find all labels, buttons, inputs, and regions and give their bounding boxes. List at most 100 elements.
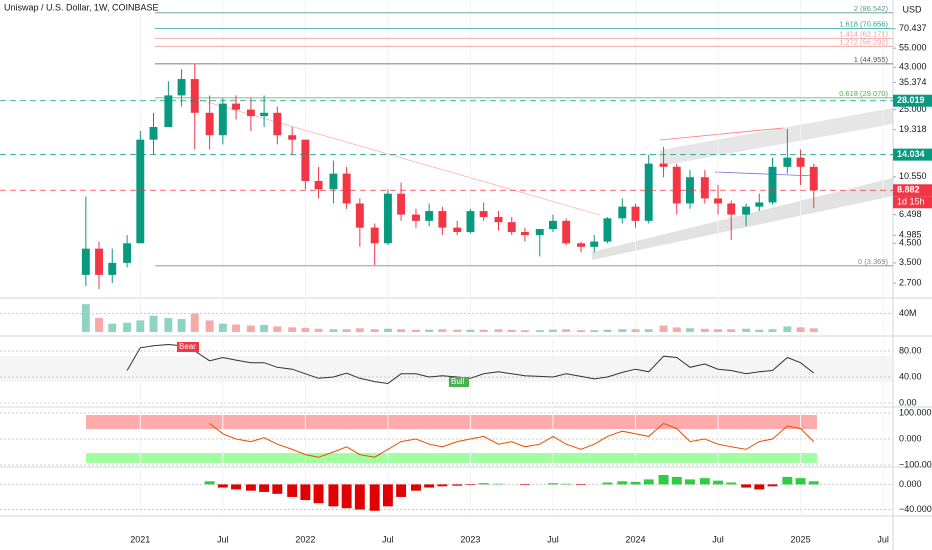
volume-bar — [246, 325, 255, 332]
candle-body — [301, 139, 310, 182]
y-tick-label: 6.498 — [899, 209, 922, 219]
trend-line — [199, 99, 601, 216]
channel — [592, 178, 893, 260]
momentum-bar — [617, 481, 628, 485]
volume-bar — [577, 330, 585, 332]
candle-body — [768, 166, 777, 203]
currency: USD — [902, 4, 922, 14]
candle-body — [796, 157, 805, 167]
candle-body — [659, 163, 668, 167]
y-tick-label: 19.318 — [899, 124, 927, 134]
volume-bar — [123, 322, 132, 332]
y-tick-label: 43.000 — [899, 62, 927, 72]
candle-body — [397, 193, 406, 215]
candle-body — [742, 206, 751, 215]
volume-bar — [232, 324, 241, 332]
volume-bar — [549, 329, 557, 332]
momentum-bar — [576, 484, 586, 486]
momentum-bar — [741, 484, 752, 488]
fib-label: 1.618 (70.656) — [839, 20, 888, 29]
x-tick-label: Jul — [877, 534, 889, 544]
candle-body — [246, 109, 255, 117]
x-tick-label: 2025 — [791, 534, 811, 544]
y-tick-label: 100.000 — [899, 407, 932, 417]
trend-line — [714, 171, 816, 177]
volume-bar — [314, 328, 323, 332]
volume-bar — [288, 327, 297, 332]
volume-bar — [590, 330, 599, 332]
x-tick-label: 2024 — [625, 534, 645, 544]
candle-body — [479, 211, 488, 218]
price-badge-label: 28.019 — [897, 95, 925, 105]
y-tick-label: 3.500 — [899, 257, 922, 267]
volume-bar — [796, 327, 805, 332]
candle-body — [672, 166, 681, 204]
fib-label: 0 (3.369) — [858, 257, 889, 266]
volume-bar — [644, 329, 653, 332]
fib-label: 2 (86.542) — [854, 4, 889, 13]
candle-body — [342, 173, 351, 204]
momentum-bar — [396, 484, 407, 497]
candle-body — [273, 112, 282, 136]
momentum-bar — [300, 484, 311, 501]
y-tick-label: 35.374 — [899, 77, 927, 87]
momentum-bar — [204, 481, 215, 485]
volume-bar — [438, 329, 447, 332]
momentum-bar — [754, 484, 765, 490]
volume-bar — [494, 329, 503, 332]
y-tick-label: 40M — [899, 308, 917, 318]
candle-body — [260, 112, 269, 117]
momentum-bar — [767, 484, 778, 487]
countdown-badge — [893, 196, 932, 209]
candle-body — [631, 206, 640, 221]
volume-bar — [108, 323, 117, 332]
momentum-bar — [465, 484, 476, 486]
trend-line — [659, 127, 784, 141]
momentum-bar — [658, 475, 669, 485]
candle-body — [700, 177, 709, 199]
volume-bar — [479, 329, 488, 332]
volume-bar — [81, 304, 90, 332]
momentum-bar — [287, 484, 298, 497]
y-tick-label: 0.00 — [899, 397, 917, 407]
x-tick-label: Jul — [547, 534, 559, 544]
volume-bar — [520, 330, 529, 332]
candle-body — [644, 163, 653, 221]
candle-body — [164, 95, 173, 127]
volume-bar — [783, 326, 792, 332]
volume-bar — [425, 329, 434, 332]
y-tick-label: 40.00 — [899, 371, 922, 381]
price-badge-label: 8.882 — [897, 185, 920, 195]
x-tick-label: Jul — [712, 534, 724, 544]
momentum-bar — [808, 481, 819, 485]
x-tick-label: Jul — [217, 534, 229, 544]
candle-body — [755, 202, 764, 207]
volume-bar — [727, 329, 736, 332]
rsi-line — [126, 343, 815, 385]
candle-body — [288, 135, 297, 140]
momentum-bar — [643, 479, 654, 485]
candle-body — [314, 181, 323, 190]
volume-bar — [700, 328, 709, 332]
volume-bar — [618, 329, 627, 332]
momentum-bar — [548, 483, 558, 485]
momentum-bar — [382, 484, 393, 507]
candle-body — [149, 126, 158, 140]
candle-body — [494, 217, 503, 223]
volume-bar — [412, 329, 420, 332]
bear-label: Bear — [179, 342, 196, 351]
candle-body — [123, 243, 132, 263]
candle-body — [590, 241, 599, 247]
volume-bar — [809, 328, 818, 332]
volume-bar — [755, 329, 764, 332]
volume-bar — [205, 320, 214, 332]
y-tick-label: 10.550 — [899, 171, 927, 181]
candle-body — [81, 248, 90, 275]
candle-body — [809, 166, 818, 191]
candle-body — [412, 214, 420, 221]
candle-body — [108, 262, 117, 275]
candle-body — [136, 139, 145, 244]
fib-label: 1.272 (56.292) — [839, 37, 888, 46]
candle-body — [714, 198, 722, 204]
